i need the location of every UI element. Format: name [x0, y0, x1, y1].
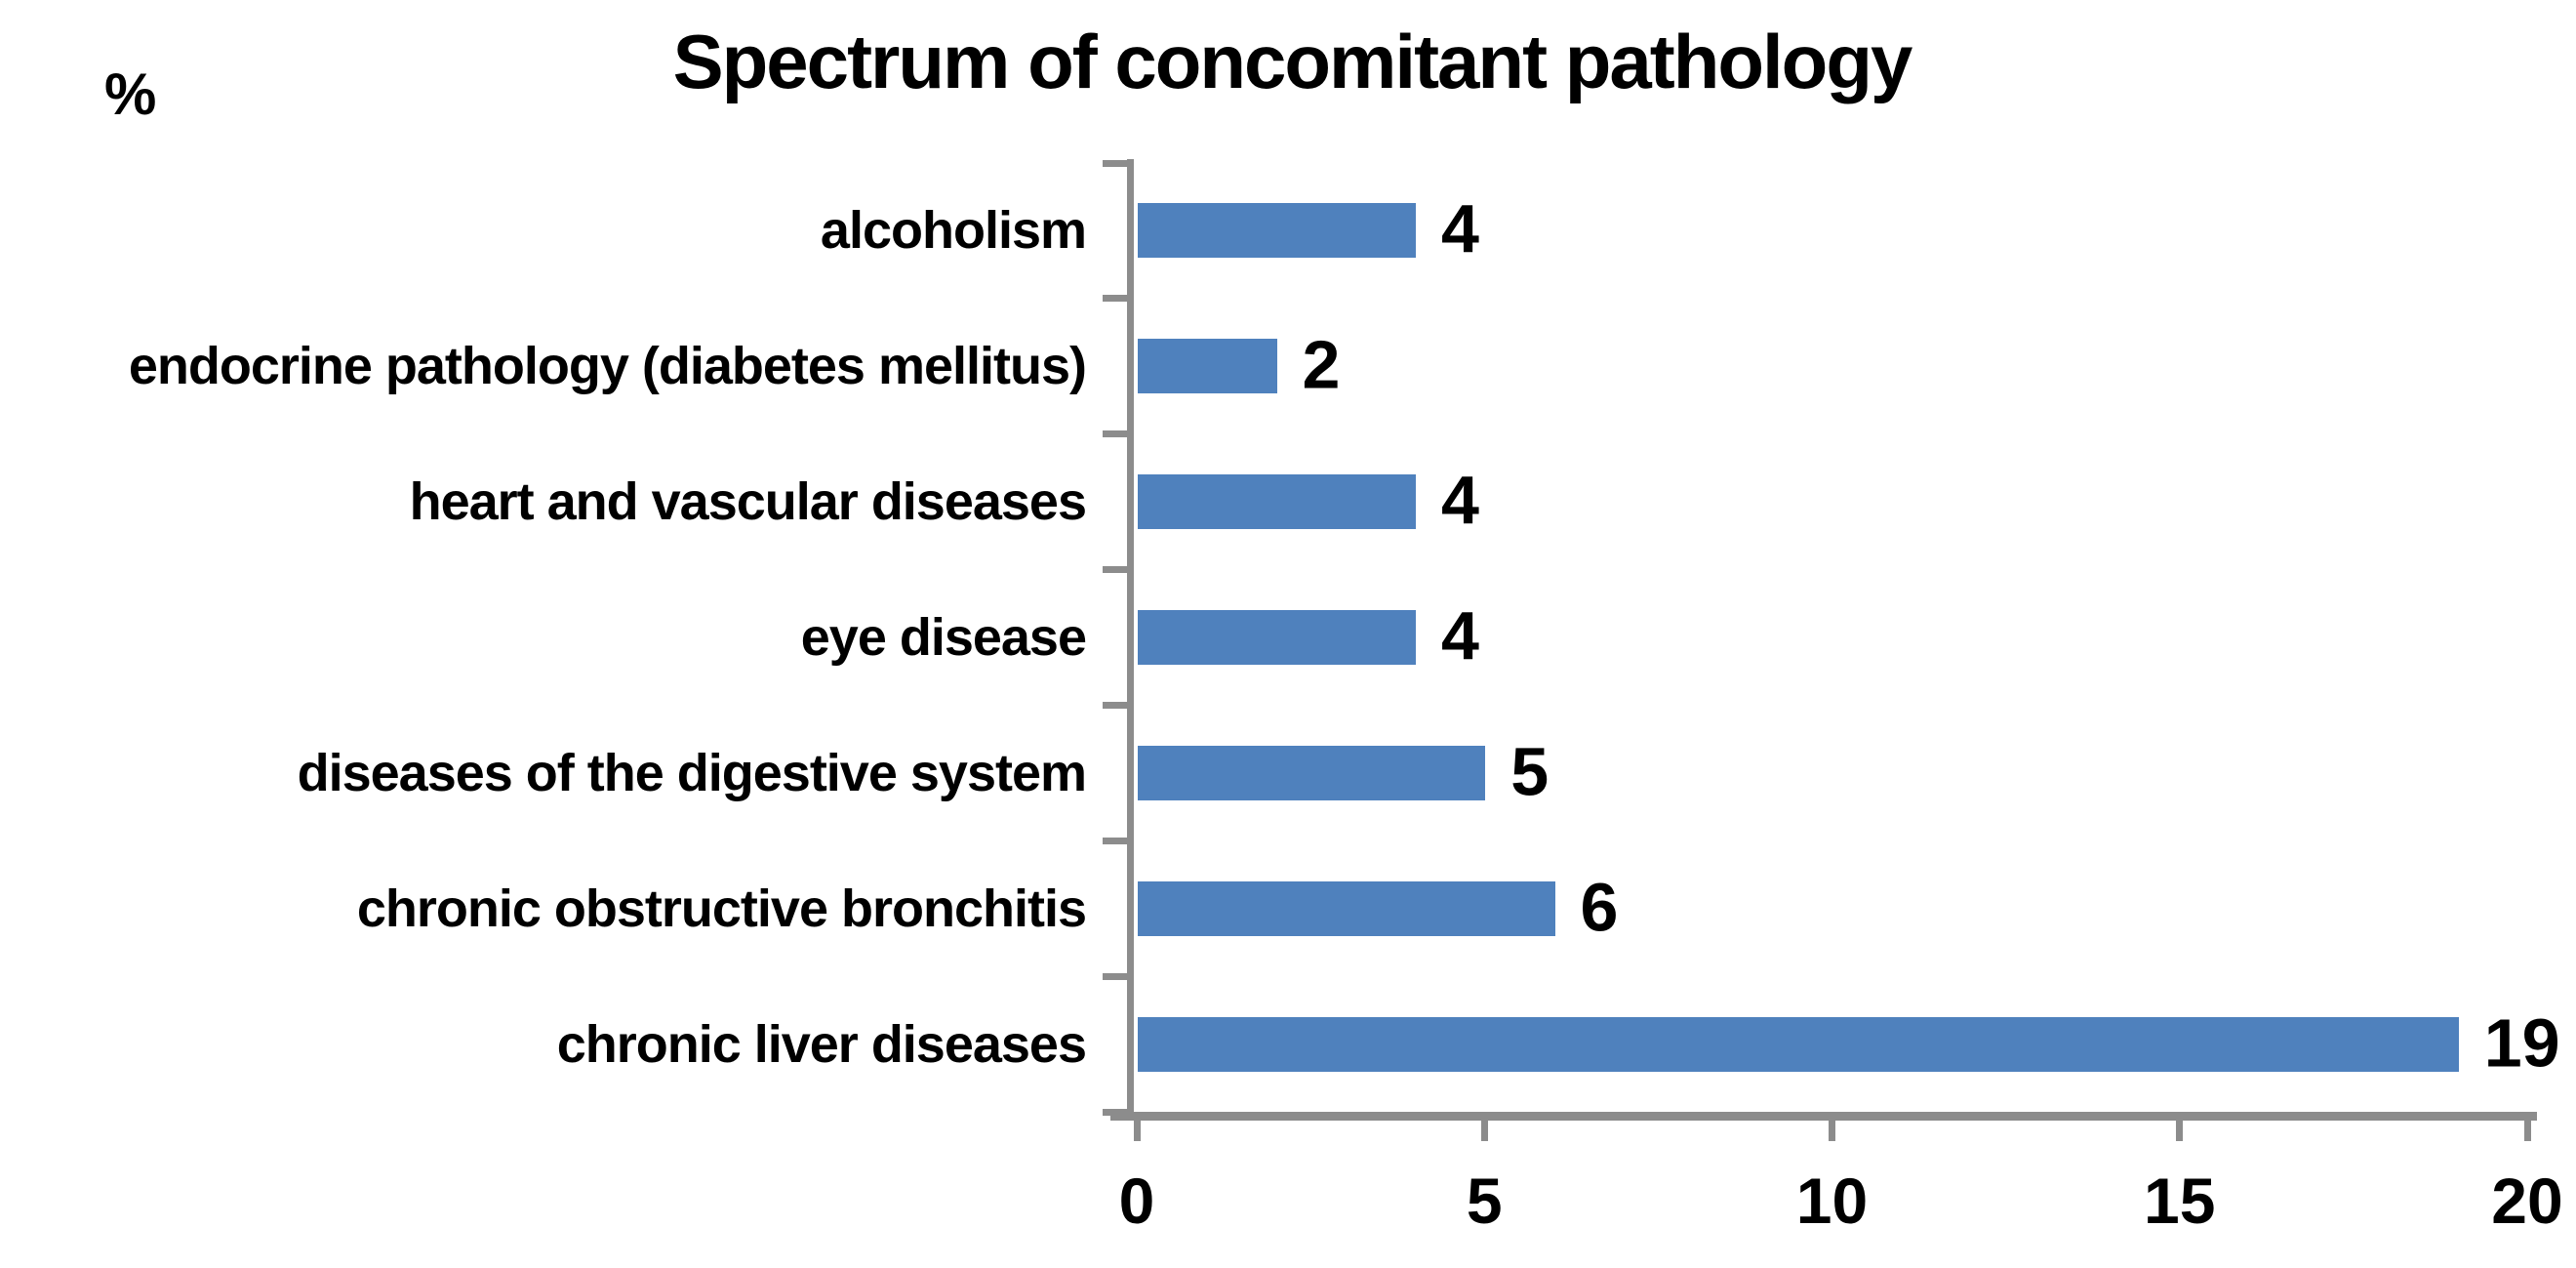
x-tick-label: 10: [1795, 1165, 1869, 1237]
bar: [1138, 610, 1416, 665]
y-axis-tick: [1103, 295, 1127, 303]
category-label: diseases of the digestive system: [297, 743, 1087, 802]
y-axis-tick: [1103, 159, 1127, 167]
value-label: 4: [1441, 462, 1479, 539]
x-axis-tick: [2176, 1121, 2184, 1141]
category-label: endocrine pathology (diabetes mellitus): [128, 337, 1087, 396]
category-label: heart and vascular diseases: [409, 472, 1087, 532]
x-axis-tick: [1480, 1121, 1488, 1141]
y-axis-tick: [1103, 972, 1127, 980]
y-axis-tick: [1103, 701, 1127, 709]
y-axis-tick: [1103, 566, 1127, 574]
chart-title: Spectrum of concomitant pathology: [672, 19, 1913, 104]
x-tick-label: 15: [2144, 1165, 2216, 1237]
x-axis-tick: [1133, 1121, 1141, 1141]
bar: [1138, 880, 1555, 936]
x-tick-label: 0: [1118, 1165, 1155, 1237]
value-label: 2: [1302, 326, 1341, 403]
bar: [1138, 745, 1486, 800]
value-label: 19: [2483, 1003, 2560, 1081]
x-axis-tick: [2523, 1121, 2531, 1141]
y-axis-line: [1127, 159, 1134, 1112]
category-label: alcoholism: [820, 201, 1087, 261]
category-label: chronic liver diseases: [556, 1014, 1087, 1074]
value-label: 4: [1441, 597, 1479, 675]
x-tick-label: 5: [1466, 1165, 1503, 1237]
value-label: 6: [1580, 869, 1619, 946]
x-axis-line: [1110, 1112, 2537, 1121]
bar: [1138, 1016, 2459, 1072]
category-label: chronic obstructive bronchitis: [356, 879, 1087, 938]
value-label: 5: [1510, 733, 1550, 810]
bar: [1138, 203, 1416, 259]
category-label: eye disease: [800, 608, 1087, 667]
y-axis-tick: [1103, 837, 1127, 844]
x-axis-tick: [1829, 1121, 1835, 1141]
x-tick-label: 20: [2491, 1165, 2563, 1237]
value-label: 4: [1441, 190, 1479, 267]
bar: [1138, 339, 1277, 394]
y-axis-unit-label: %: [104, 61, 157, 127]
bar: [1138, 474, 1416, 530]
y-axis-tick: [1103, 430, 1127, 438]
